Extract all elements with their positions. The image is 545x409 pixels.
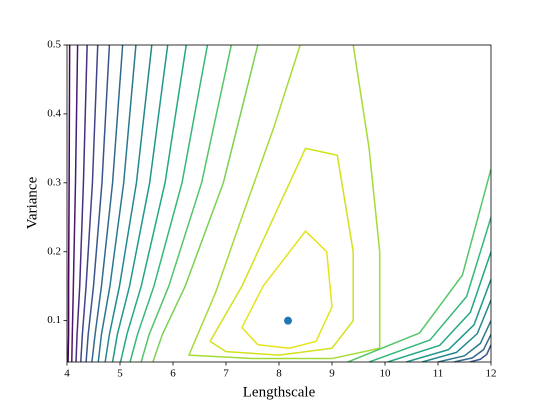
y-axis-label: Variance xyxy=(24,176,40,229)
x-tick-label: 12 xyxy=(486,368,497,380)
x-tick-label: 8 xyxy=(276,368,282,380)
x-tick-label: 9 xyxy=(329,368,335,380)
y-tick-label: 0.5 xyxy=(47,39,61,51)
contour-line xyxy=(129,45,209,362)
plot-area xyxy=(67,45,491,362)
contour-line xyxy=(75,45,88,362)
contour-line xyxy=(104,45,153,362)
contour-line xyxy=(71,45,79,362)
contour-line xyxy=(67,45,71,362)
contour-line xyxy=(453,334,491,362)
optimum-point xyxy=(284,316,293,325)
contour-line xyxy=(188,45,381,360)
axes-frame xyxy=(66,44,492,363)
y-tick-label: 0.4 xyxy=(47,107,61,119)
contour-line xyxy=(241,230,333,349)
contour-line xyxy=(140,45,233,362)
contour-line xyxy=(437,320,491,362)
contour-line xyxy=(387,251,491,362)
contour-line xyxy=(80,45,99,362)
contour-line xyxy=(91,45,124,362)
contour-line xyxy=(111,45,169,362)
x-tick-label: 11 xyxy=(433,368,444,380)
contour-line xyxy=(469,344,491,362)
x-tick-label: 6 xyxy=(170,368,176,380)
y-tick-label: 0.2 xyxy=(47,245,61,257)
contour-line xyxy=(97,45,137,362)
contour-line xyxy=(368,217,491,362)
y-tick-label: 0.1 xyxy=(47,314,61,326)
contour-line xyxy=(85,45,111,362)
x-tick-label: 5 xyxy=(117,368,123,380)
contour-line xyxy=(119,45,187,362)
x-tick-label: 4 xyxy=(64,368,70,380)
x-tick-label: 10 xyxy=(380,368,392,380)
contour-line xyxy=(152,45,259,362)
x-axis-label: Lengthscale xyxy=(243,384,316,400)
contour-line xyxy=(347,168,491,362)
contour-line xyxy=(405,279,491,362)
y-tick-label: 0.3 xyxy=(47,176,61,188)
x-tick-label: 7 xyxy=(223,368,229,380)
contour-line xyxy=(421,299,491,362)
contour-line xyxy=(209,147,354,356)
